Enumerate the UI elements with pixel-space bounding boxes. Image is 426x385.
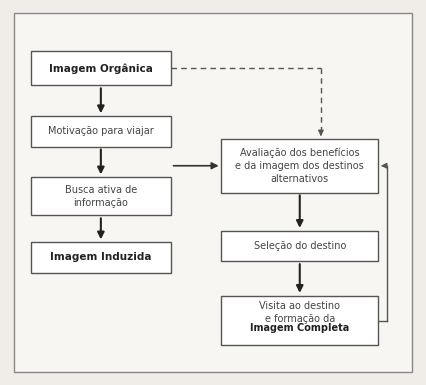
FancyBboxPatch shape [222, 296, 378, 345]
Text: Motivação para viajar: Motivação para viajar [48, 126, 154, 136]
FancyBboxPatch shape [222, 231, 378, 261]
Text: Busca ativa de
informação: Busca ativa de informação [65, 185, 137, 208]
Text: Imagem Completa: Imagem Completa [250, 323, 349, 333]
FancyBboxPatch shape [31, 242, 171, 273]
Text: Seleção do destino: Seleção do destino [253, 241, 346, 251]
Text: Avaliação dos benefícios
e da imagem dos destinos
alternativos: Avaliação dos benefícios e da imagem dos… [236, 148, 364, 184]
Text: Visita ao destino
e formação da: Visita ao destino e formação da [259, 301, 340, 323]
Text: Imagem Orgânica: Imagem Orgânica [49, 63, 153, 74]
FancyBboxPatch shape [222, 139, 378, 192]
FancyBboxPatch shape [31, 116, 171, 147]
FancyBboxPatch shape [31, 51, 171, 85]
Text: Imagem Induzida: Imagem Induzida [50, 253, 152, 263]
FancyBboxPatch shape [31, 177, 171, 216]
FancyBboxPatch shape [14, 13, 412, 372]
